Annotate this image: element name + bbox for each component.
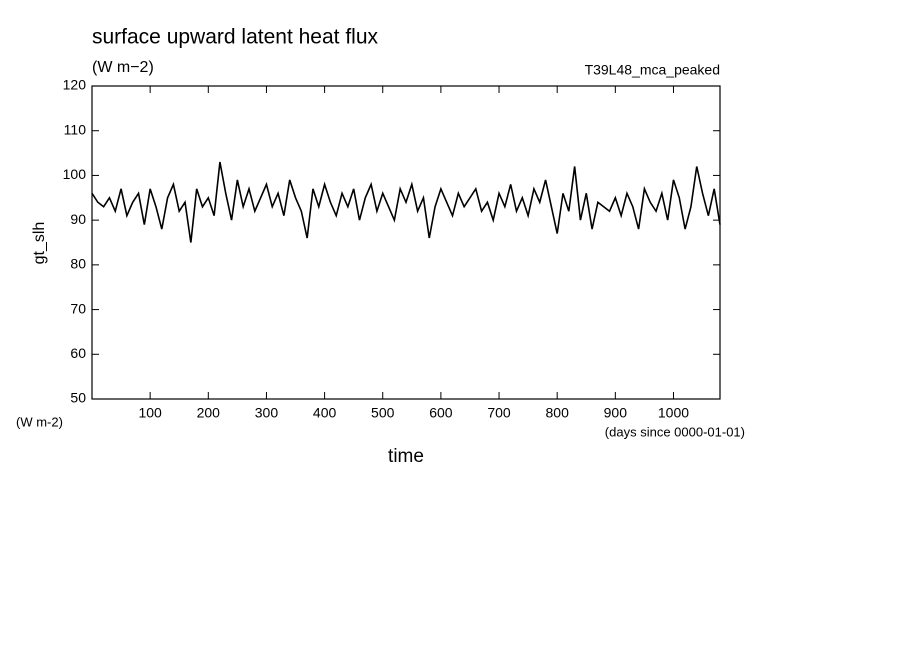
plot-frame bbox=[91, 85, 721, 400]
y-tick-label: 50 bbox=[70, 390, 86, 406]
data-line bbox=[91, 161, 721, 243]
x-tick-label: 900 bbox=[604, 405, 628, 421]
y-tick-label: 90 bbox=[70, 211, 86, 227]
x-tick-label: 500 bbox=[371, 405, 395, 421]
x-tick-label: 100 bbox=[138, 405, 162, 421]
x-axis-label: time bbox=[388, 446, 424, 467]
x-tick-label: 400 bbox=[313, 405, 337, 421]
chart-subtitle: (W m−2) bbox=[92, 59, 154, 76]
y-tick-label: 120 bbox=[63, 77, 87, 93]
y-tick-label: 100 bbox=[63, 166, 87, 182]
x-tick-label: 200 bbox=[197, 405, 221, 421]
y-unit: (W m-2) bbox=[16, 414, 63, 429]
y-tick-label: 110 bbox=[64, 121, 87, 137]
x-tick-label: 1000 bbox=[658, 405, 689, 421]
x-tick-label: 600 bbox=[429, 405, 453, 421]
y-axis-label: gt_slh bbox=[31, 222, 48, 265]
y-tick-label: 60 bbox=[70, 345, 86, 361]
x-tick-label: 300 bbox=[255, 405, 279, 421]
x-tick-label: 800 bbox=[546, 405, 570, 421]
x-unit: (days since 0000-01-01) bbox=[605, 424, 745, 439]
y-tick-label: 70 bbox=[70, 300, 86, 316]
chart-title: surface upward latent heat flux bbox=[92, 26, 379, 49]
annotation: T39L48_mca_peaked bbox=[585, 62, 720, 78]
x-tick-label: 700 bbox=[487, 405, 511, 421]
y-tick-label: 80 bbox=[70, 256, 86, 272]
